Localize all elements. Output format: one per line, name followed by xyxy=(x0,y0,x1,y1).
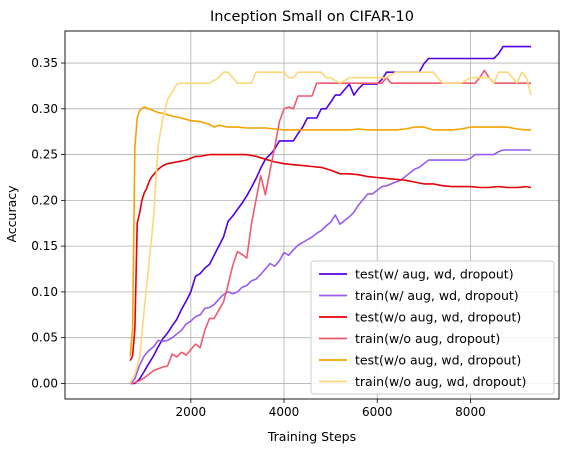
series-line-2 xyxy=(129,149,531,384)
series-line-6 xyxy=(129,71,532,384)
y-tick-label: 0.05 xyxy=(31,331,58,345)
x-tick-label: 6000 xyxy=(362,405,393,419)
y-tick-label: 0.25 xyxy=(31,148,58,162)
y-axis-label: Accuracy xyxy=(4,185,19,243)
legend-entry: test(w/o aug, wd, dropout) xyxy=(355,353,521,368)
series-lines xyxy=(129,45,532,385)
legend-entry: train(w/o aug, wd, dropout) xyxy=(355,374,526,389)
series-line-1 xyxy=(130,45,531,385)
x-tick-label: 4000 xyxy=(269,405,300,419)
y-tick-label: 0.15 xyxy=(31,239,58,253)
legend-box xyxy=(310,260,555,395)
plot-frame xyxy=(64,30,560,400)
series-line-3 xyxy=(129,153,532,361)
y-tick-label: 0.20 xyxy=(31,193,58,207)
legend-entry: test(w/ aug, wd, dropout) xyxy=(355,267,514,282)
legend-entry: train(w/ aug, wd, dropout) xyxy=(355,288,519,303)
x-tick-label: 8000 xyxy=(455,405,486,419)
y-tick-label: 0.30 xyxy=(31,102,58,116)
series-line-4 xyxy=(130,69,531,385)
legend-entry: test(w/o aug, wd, dropout) xyxy=(355,310,521,325)
x-tick-label: 2000 xyxy=(176,405,207,419)
y-tick-label: 0.00 xyxy=(31,376,58,390)
x-axis-label: Training Steps xyxy=(267,429,356,444)
legend-entry: train(w/o aug, dropout) xyxy=(355,331,500,346)
series-line-5 xyxy=(129,106,531,357)
axis-ticks: 2000 4000 6000 8000 0.00 0.05 0.10 0.15 0.20 0.25… xyxy=(31,56,485,419)
legend: test(w/ aug, wd, dropout) train(w/ aug, w… xyxy=(310,260,555,395)
chart-title: Inception Small on CIFAR-10 xyxy=(210,9,414,25)
y-tick-label: 0.35 xyxy=(31,56,58,70)
y-tick-label: 0.10 xyxy=(31,285,58,299)
